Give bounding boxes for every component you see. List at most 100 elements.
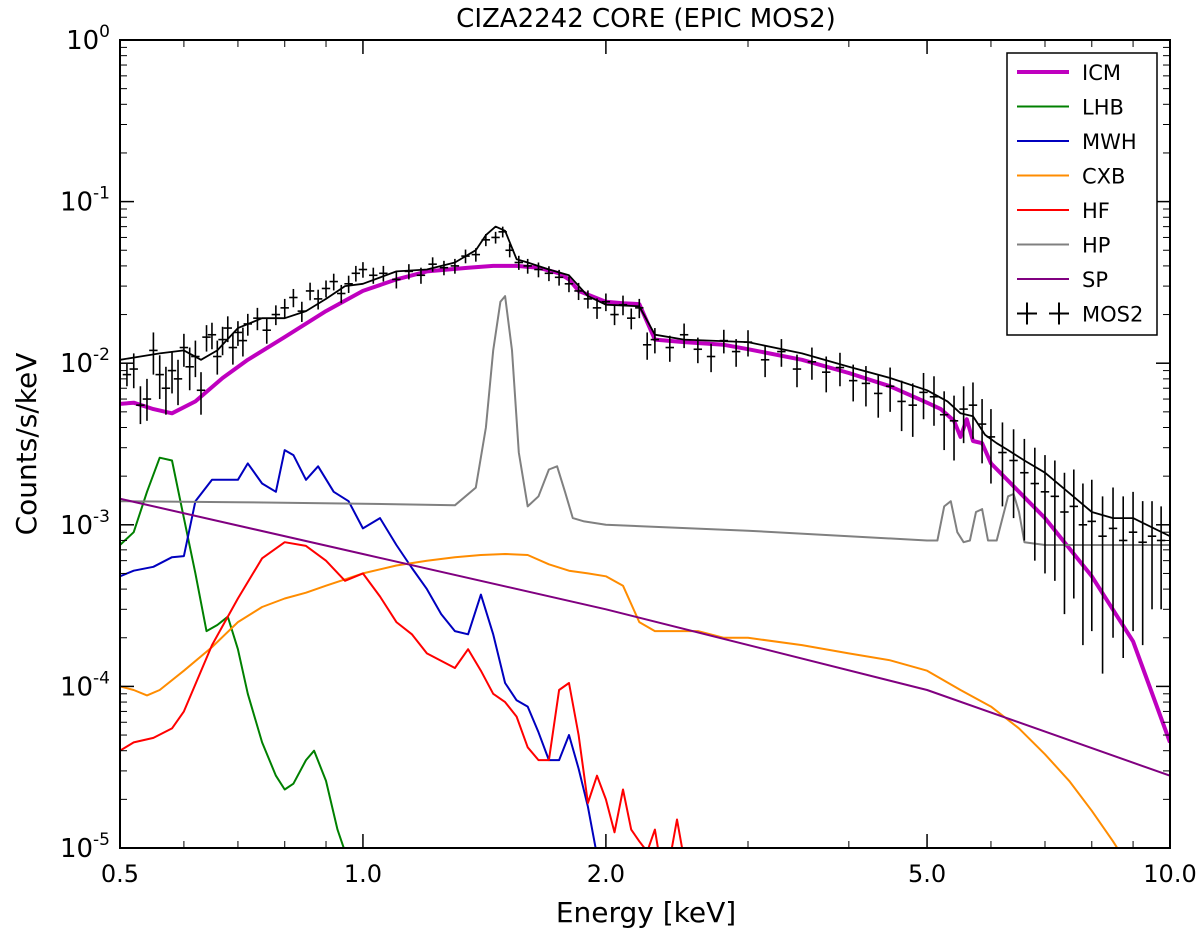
data-point xyxy=(977,399,987,464)
data-point xyxy=(679,323,689,349)
data-point xyxy=(179,333,189,367)
data-point xyxy=(185,347,194,391)
data-point xyxy=(760,345,770,378)
data-point xyxy=(1118,496,1128,658)
data-point xyxy=(161,366,171,415)
data-point xyxy=(574,282,583,301)
legend-label: CXB xyxy=(1082,165,1125,189)
y-tick-base: 10 xyxy=(60,188,93,218)
series-line-hp xyxy=(120,295,1170,546)
data-point xyxy=(1128,491,1138,632)
y-tick-exponent: -1 xyxy=(93,184,110,204)
y-tick-exponent: -2 xyxy=(93,345,110,365)
y-tick-label: 10-4 xyxy=(60,668,110,702)
data-point xyxy=(233,321,243,346)
data-point xyxy=(321,280,331,298)
data-point xyxy=(207,322,217,350)
legend-label: HF xyxy=(1082,199,1110,223)
data-point xyxy=(908,383,917,437)
data-point xyxy=(1050,460,1060,581)
y-tick-label: 100 xyxy=(66,22,110,56)
data-point xyxy=(792,354,802,388)
series-line-icm xyxy=(120,263,1170,744)
y-tick-label: 10-3 xyxy=(60,507,110,541)
legend-item-hp: HP xyxy=(1017,234,1110,258)
series-layer xyxy=(120,225,1170,848)
data-point xyxy=(218,326,227,356)
data-point xyxy=(642,332,652,360)
legend-item-mos2: MOS2 xyxy=(1017,302,1143,327)
data-point xyxy=(743,330,753,357)
data-point xyxy=(191,340,200,378)
data-point xyxy=(243,313,252,336)
data-point xyxy=(564,276,574,293)
data-point xyxy=(885,367,895,412)
legend-item-cxb: CXB xyxy=(1017,165,1125,189)
data-point xyxy=(534,262,543,278)
series-line-sp xyxy=(120,497,1170,777)
legend-label: MWH xyxy=(1082,130,1137,154)
y-tick-label: 10-5 xyxy=(60,830,110,864)
data-point xyxy=(428,257,437,272)
series-line-lhb xyxy=(120,456,345,848)
data-point xyxy=(897,380,906,432)
data-point xyxy=(929,376,939,426)
data-point xyxy=(491,231,500,244)
legend-label: SP xyxy=(1082,268,1108,292)
y-axis-label: Counts/s/keV xyxy=(10,353,43,536)
data-point xyxy=(1040,455,1050,574)
data-point xyxy=(149,332,158,375)
data-point xyxy=(601,293,611,312)
data-point xyxy=(238,327,248,357)
data-point xyxy=(627,308,636,330)
data-point xyxy=(122,363,132,387)
data-point xyxy=(289,288,298,308)
x-tick-label: 5.0 xyxy=(908,860,946,888)
legend-label: MOS2 xyxy=(1082,303,1143,327)
data-point xyxy=(1030,447,1040,561)
series-line-cxb xyxy=(120,553,1119,848)
y-tick-base: 10 xyxy=(66,26,99,56)
data-point xyxy=(136,386,145,425)
data-point xyxy=(262,318,271,344)
y-tick-base: 10 xyxy=(60,349,93,379)
legend-label: HP xyxy=(1082,234,1110,258)
data-point xyxy=(404,264,414,280)
data-point xyxy=(1156,506,1166,610)
data-point xyxy=(351,265,361,282)
data-point xyxy=(344,275,353,293)
data-point xyxy=(821,356,831,393)
data-point xyxy=(949,395,959,461)
data-point xyxy=(1098,496,1107,674)
data-point xyxy=(313,289,323,310)
data-point xyxy=(461,249,470,264)
data-point xyxy=(1060,472,1069,615)
y-tick-exponent: -5 xyxy=(93,830,110,850)
data-point xyxy=(129,353,138,389)
data-point xyxy=(358,262,368,278)
y-tick-exponent: 0 xyxy=(99,22,110,42)
series-line-hf xyxy=(120,541,684,848)
data-point xyxy=(986,409,996,484)
data-point xyxy=(959,386,968,444)
data-point xyxy=(1069,469,1078,599)
data-point xyxy=(514,255,523,270)
data-point xyxy=(498,226,507,238)
data-point xyxy=(1138,501,1147,646)
data-point xyxy=(213,340,222,375)
data-point xyxy=(919,372,928,420)
data-point xyxy=(1020,438,1029,541)
data-point xyxy=(706,343,716,373)
legend: ICM LHB MWH CXB HF HP SP MOS2 xyxy=(1006,52,1158,336)
data-point xyxy=(439,260,449,276)
legend-item-sp: SP xyxy=(1017,268,1108,292)
data-point xyxy=(337,284,346,304)
data-point xyxy=(280,298,289,319)
data-point xyxy=(155,355,164,400)
data-point xyxy=(731,339,741,367)
data-point xyxy=(392,271,401,289)
data-point xyxy=(665,335,674,362)
data-point xyxy=(471,248,481,262)
data-point xyxy=(379,265,388,282)
y-tick-base: 10 xyxy=(60,672,93,702)
